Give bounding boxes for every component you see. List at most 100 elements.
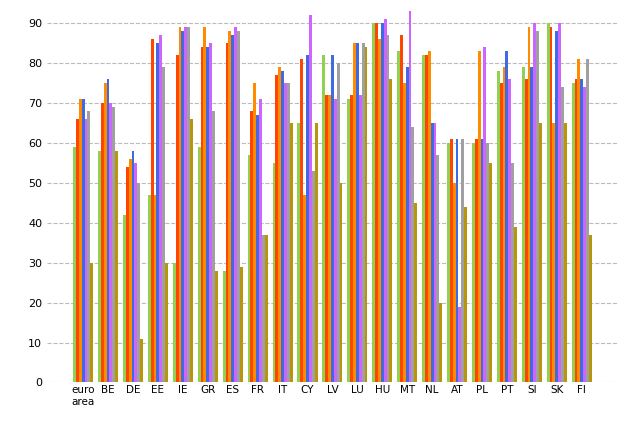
Bar xyxy=(489,163,492,382)
Bar xyxy=(256,115,259,382)
Bar xyxy=(98,151,101,382)
Bar xyxy=(502,67,505,382)
Bar xyxy=(334,99,337,382)
Bar xyxy=(586,59,589,382)
Bar xyxy=(359,95,361,382)
Bar xyxy=(381,23,384,382)
Bar xyxy=(201,47,204,382)
Bar xyxy=(400,35,403,382)
Bar xyxy=(580,79,583,382)
Bar xyxy=(539,123,542,382)
Bar xyxy=(148,195,151,382)
Bar xyxy=(306,55,309,382)
Bar xyxy=(76,119,79,382)
Bar xyxy=(431,123,433,382)
Bar xyxy=(88,111,90,382)
Bar xyxy=(79,99,82,382)
Bar xyxy=(181,31,184,382)
Bar xyxy=(550,27,553,382)
Bar xyxy=(287,83,290,382)
Bar xyxy=(578,59,580,382)
Bar xyxy=(309,15,312,382)
Bar xyxy=(572,83,574,382)
Bar xyxy=(439,303,442,382)
Bar xyxy=(425,55,428,382)
Bar xyxy=(328,95,331,382)
Bar xyxy=(315,123,317,382)
Bar xyxy=(229,31,231,382)
Bar xyxy=(533,23,536,382)
Bar xyxy=(384,19,386,382)
Bar xyxy=(104,83,107,382)
Bar xyxy=(90,263,93,382)
Bar xyxy=(190,119,193,382)
Bar xyxy=(253,83,256,382)
Bar xyxy=(109,103,112,382)
Bar xyxy=(137,183,140,382)
Bar xyxy=(165,263,168,382)
Bar xyxy=(187,27,190,382)
Bar xyxy=(273,163,275,382)
Bar xyxy=(433,123,437,382)
Bar xyxy=(116,151,118,382)
Bar xyxy=(325,95,328,382)
Bar xyxy=(412,127,414,382)
Bar xyxy=(297,123,301,382)
Bar xyxy=(162,67,165,382)
Bar xyxy=(234,27,237,382)
Bar xyxy=(389,79,392,382)
Bar xyxy=(248,155,250,382)
Bar xyxy=(73,147,76,382)
Bar xyxy=(450,139,453,382)
Bar xyxy=(140,339,143,382)
Bar xyxy=(312,171,315,382)
Bar xyxy=(437,155,439,382)
Bar xyxy=(209,43,212,382)
Bar xyxy=(176,55,179,382)
Bar xyxy=(356,43,359,382)
Bar xyxy=(375,23,378,382)
Bar xyxy=(365,47,368,382)
Bar xyxy=(481,139,483,382)
Bar xyxy=(428,51,431,382)
Bar xyxy=(465,207,467,382)
Bar xyxy=(350,95,353,382)
Bar xyxy=(262,235,265,382)
Bar xyxy=(574,79,578,382)
Bar xyxy=(123,215,126,382)
Bar xyxy=(546,23,550,382)
Bar xyxy=(561,87,564,382)
Bar xyxy=(406,67,409,382)
Bar xyxy=(505,51,509,382)
Bar xyxy=(129,159,132,382)
Bar xyxy=(509,79,511,382)
Bar xyxy=(237,31,240,382)
Bar xyxy=(536,31,539,382)
Bar xyxy=(453,183,456,382)
Bar xyxy=(322,55,325,382)
Bar xyxy=(461,139,465,382)
Bar xyxy=(589,235,592,382)
Bar xyxy=(331,55,334,382)
Bar xyxy=(173,263,176,382)
Bar xyxy=(386,35,389,382)
Bar xyxy=(278,67,281,382)
Bar xyxy=(101,103,104,382)
Bar xyxy=(250,111,253,382)
Bar xyxy=(361,43,365,382)
Bar xyxy=(555,31,558,382)
Bar xyxy=(184,27,187,382)
Bar xyxy=(160,35,162,382)
Bar xyxy=(153,195,156,382)
Bar xyxy=(456,139,458,382)
Bar xyxy=(483,47,486,382)
Bar xyxy=(472,143,475,382)
Bar xyxy=(284,83,287,382)
Bar xyxy=(514,227,517,382)
Bar xyxy=(522,67,525,382)
Bar xyxy=(511,163,514,382)
Bar xyxy=(197,147,201,382)
Bar xyxy=(206,47,209,382)
Bar xyxy=(126,167,129,382)
Bar xyxy=(179,27,181,382)
